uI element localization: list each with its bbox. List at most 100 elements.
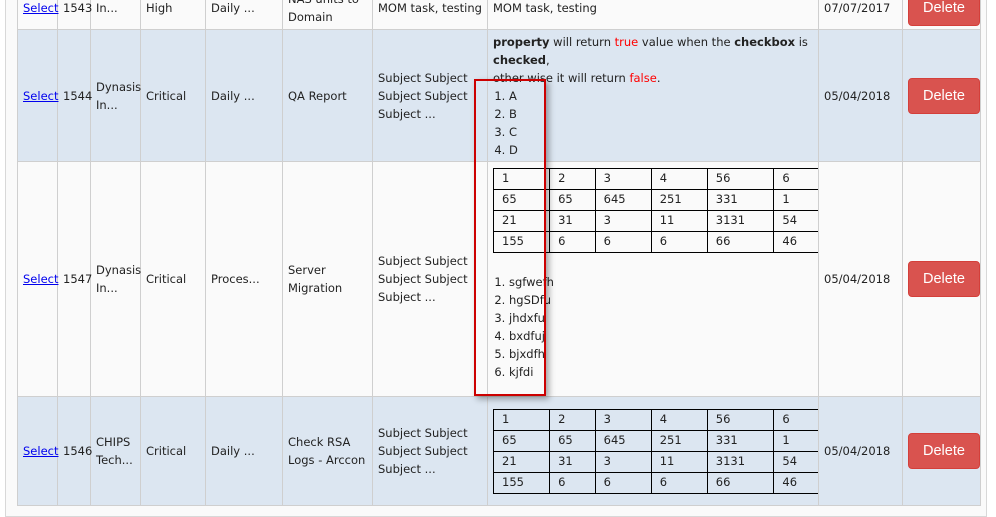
description-table-cell: 3 bbox=[594, 408, 652, 431]
description-list-item: C bbox=[509, 123, 813, 141]
description-table-cell: 46 bbox=[773, 471, 820, 494]
frequency-cell: Proces... bbox=[205, 161, 283, 397]
select-link[interactable]: Select bbox=[23, 0, 59, 15]
description-table-cell: 65 bbox=[492, 188, 551, 211]
red-text: true bbox=[614, 34, 639, 49]
description-table-row: 1 2 3 4 56 6 bbox=[492, 167, 820, 190]
delete-button[interactable]: Delete bbox=[908, 77, 980, 114]
description-table-row: 65 65 645 251 331 1 bbox=[492, 188, 820, 211]
date: 05/04/2018 bbox=[824, 272, 891, 286]
delete-cell: Delete bbox=[902, 0, 981, 30]
id-cell: 1546 bbox=[57, 396, 93, 506]
delete-button[interactable]: Delete bbox=[908, 261, 980, 297]
description-table-row: 1 2 3 4 56 6 bbox=[492, 408, 820, 431]
id-cell: 1543 bbox=[57, 0, 92, 30]
delete-button[interactable]: Delete bbox=[908, 433, 980, 469]
description-table-cell: 3 bbox=[594, 209, 652, 232]
client-cell: Dynasis In... bbox=[90, 29, 141, 162]
task-id: 1546 bbox=[63, 444, 93, 458]
id-cell: 1547 bbox=[57, 161, 93, 397]
text: value when the bbox=[638, 34, 735, 49]
frequency-cell: Daily ... bbox=[205, 0, 283, 30]
priority-cell: High bbox=[140, 0, 206, 30]
description-table-cell: 645 bbox=[594, 429, 652, 452]
subject: Subject Subject Subject Subject Subject … bbox=[378, 70, 468, 121]
select-link[interactable]: Select bbox=[23, 88, 59, 103]
description-table-cell: 2 bbox=[549, 167, 596, 190]
description-table-cell: 331 bbox=[706, 188, 775, 211]
description-table-cell: 251 bbox=[650, 188, 708, 211]
description-list-item: sgfwefh bbox=[509, 273, 813, 291]
description-cell: 1 2 3 4 56 6 65 65 645 251 331 1 21 31 3 11 3131 54 155 6 6 6… bbox=[487, 396, 820, 506]
date: 07/07/2017 bbox=[824, 0, 891, 15]
description-table-cell: 6 bbox=[549, 230, 596, 253]
description-table-cell: 331 bbox=[706, 429, 775, 452]
description-list: sgfwefhhgSDfujhdxfubxdfujbjxdfhkjfdi bbox=[493, 273, 813, 381]
select-link[interactable]: Select bbox=[23, 444, 59, 458]
table-row: Select 1546 CHIPS Tech... Critical Daily ...… bbox=[17, 396, 981, 506]
description-table-cell: 4 bbox=[650, 408, 708, 431]
description-table-cell: 1 bbox=[773, 188, 820, 211]
description-table-cell: 155 bbox=[492, 230, 551, 253]
table-row: Select 1547 Dynasis In... Critical Proces...… bbox=[17, 161, 981, 397]
subject: Subject Subject Subject Subject Subject … bbox=[378, 254, 468, 304]
description-table-cell: 2 bbox=[549, 408, 596, 431]
task-id: 1547 bbox=[63, 272, 93, 286]
description-table-cell: 6 bbox=[594, 471, 652, 494]
client-cell: CHIPS Tech... bbox=[90, 396, 141, 506]
priority: Critical bbox=[146, 272, 187, 286]
select-cell: Select bbox=[17, 161, 59, 397]
description-table-row: 21 31 3 11 3131 54 bbox=[492, 450, 820, 473]
id-cell: 1544 bbox=[57, 29, 93, 162]
description-table-cell: 6 bbox=[650, 471, 708, 494]
task-cell: Check RSA Logs - Arccon bbox=[282, 396, 373, 506]
description-table-row: 155 6 6 6 66 46 bbox=[492, 230, 820, 253]
description-table-row: 155 6 6 6 66 46 bbox=[492, 471, 820, 494]
subject-cell: MOM task, testing bbox=[372, 0, 488, 30]
subject-cell: Subject Subject Subject Subject Subject … bbox=[372, 161, 488, 397]
description-table-cell: 645 bbox=[594, 188, 652, 211]
description-table-cell: 66 bbox=[706, 230, 775, 253]
description-list-item: B bbox=[509, 105, 813, 123]
priority: Critical bbox=[146, 444, 187, 458]
description-table-cell: 56 bbox=[706, 408, 775, 431]
date: 05/04/2018 bbox=[824, 88, 891, 103]
frequency: Proces... bbox=[211, 272, 260, 286]
bold-text: checkbox bbox=[734, 34, 796, 49]
description-list-item: bxdfuj bbox=[509, 327, 813, 345]
task-name: QA Report bbox=[288, 88, 347, 103]
client-cell: In... bbox=[90, 0, 141, 30]
delete-cell: Delete bbox=[902, 396, 981, 506]
client-name: CHIPS Tech... bbox=[96, 435, 133, 467]
description-table-cell: 31 bbox=[549, 450, 596, 473]
description-list-item: kjfdi bbox=[509, 363, 813, 381]
description-table-cell: 56 bbox=[706, 167, 775, 190]
description-table-cell: 6 bbox=[549, 471, 596, 494]
description-cell: property will return true value when the… bbox=[487, 29, 819, 162]
frequency: Daily ... bbox=[211, 88, 255, 103]
subject-cell: Subject Subject Subject Subject Subject … bbox=[372, 29, 488, 162]
description-table-cell: 54 bbox=[773, 209, 820, 232]
description-list-item: D bbox=[509, 141, 813, 159]
task-name: NAS units to Domain bbox=[288, 0, 359, 24]
select-cell: Select bbox=[17, 396, 59, 506]
frequency-cell: Daily ... bbox=[205, 29, 283, 162]
description-table-row: 21 31 3 11 3131 54 bbox=[492, 209, 820, 232]
subject-cell: Subject Subject Subject Subject Subject … bbox=[372, 396, 488, 506]
description-list-item: bjxdfh bbox=[509, 345, 813, 363]
select-link[interactable]: Select bbox=[23, 272, 59, 286]
description-table-cell: 6 bbox=[773, 167, 820, 190]
task-id: 1544 bbox=[63, 88, 93, 103]
description-table-cell: 1 bbox=[773, 429, 820, 452]
description-table-cell: 21 bbox=[492, 450, 551, 473]
description-table-cell: 6 bbox=[650, 230, 708, 253]
description-table-cell: 3131 bbox=[706, 450, 775, 473]
description-table-cell: 3131 bbox=[706, 209, 775, 232]
description-table-cell: 1 bbox=[492, 408, 551, 431]
date-cell: 07/07/2017 bbox=[818, 0, 903, 30]
description-table: 1 2 3 4 56 6 65 65 645 251 331 1 21 31 3 11 3131 54 155 6 6 6… bbox=[492, 408, 820, 494]
description-list: ABCD bbox=[493, 87, 813, 159]
delete-button[interactable]: Delete bbox=[908, 0, 980, 26]
